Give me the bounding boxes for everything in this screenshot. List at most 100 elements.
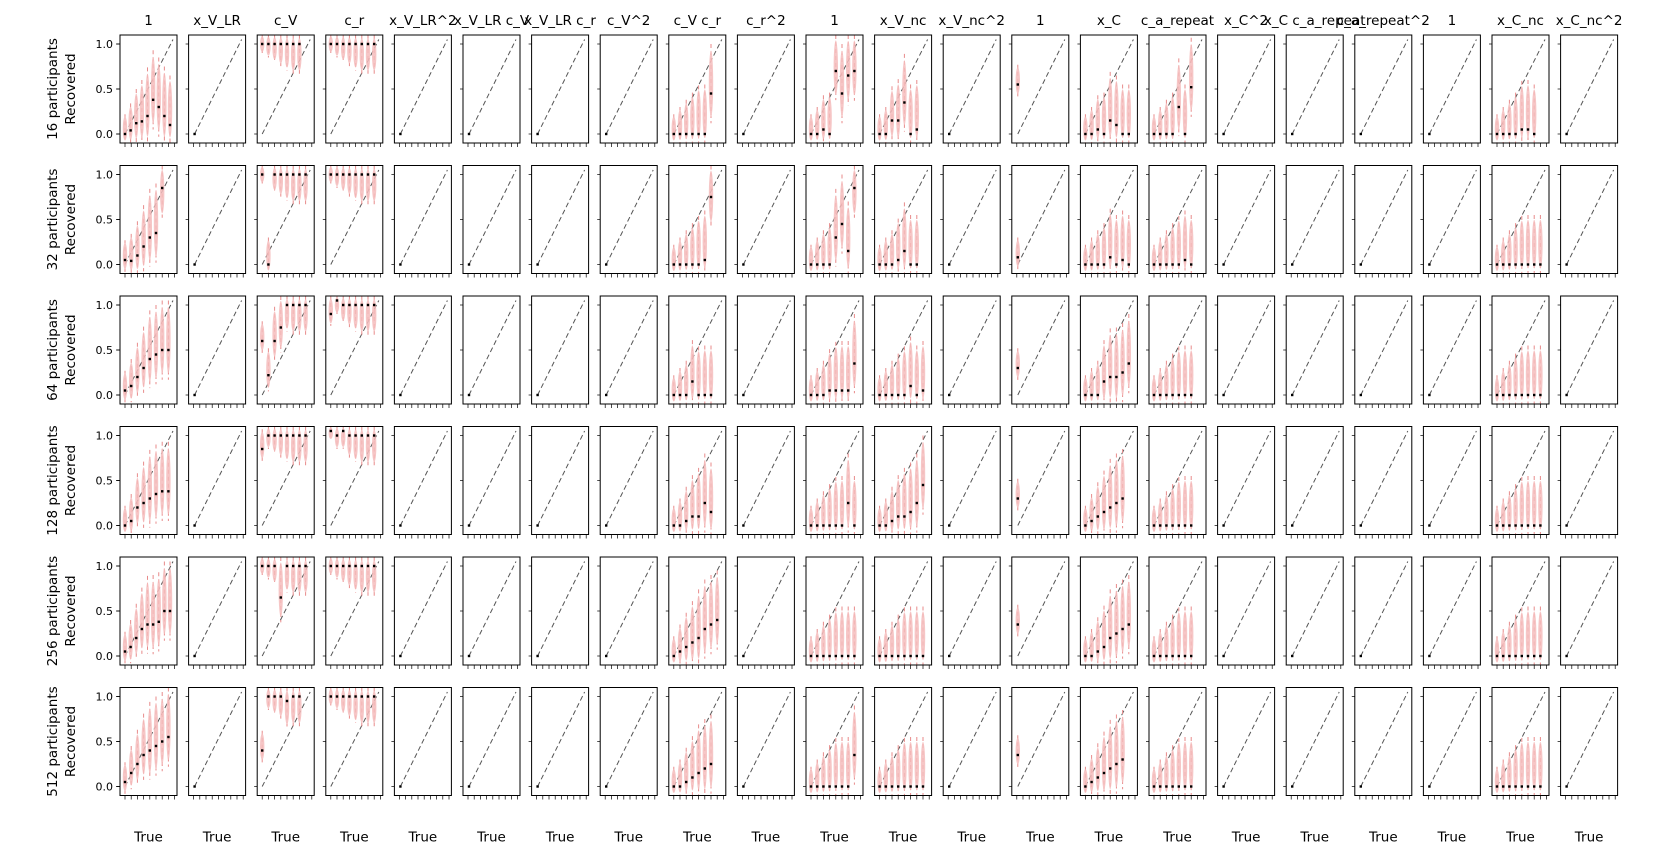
median-point — [903, 393, 906, 397]
identity-line — [261, 691, 311, 787]
panel — [803, 165, 864, 278]
violin — [272, 37, 277, 60]
violin — [815, 632, 820, 662]
violin — [334, 558, 340, 578]
median-point — [1090, 519, 1093, 523]
violin — [1519, 351, 1525, 400]
median-point — [703, 393, 706, 397]
violin — [808, 377, 814, 402]
panel-contents — [467, 561, 517, 658]
median-point — [1222, 524, 1225, 527]
identity-line — [1017, 169, 1066, 265]
panel-contents — [877, 561, 929, 665]
violin — [684, 364, 689, 401]
median-point — [1171, 654, 1174, 658]
median-point — [828, 524, 831, 527]
median-point — [279, 695, 282, 698]
panel-contents — [122, 430, 174, 535]
median-point — [123, 258, 127, 262]
median-point — [298, 434, 301, 437]
violin — [821, 494, 826, 531]
violin — [334, 428, 340, 448]
y-tick-label: 0.5 — [96, 605, 114, 618]
median-point — [136, 506, 139, 509]
violin — [303, 429, 308, 462]
panel-contents — [742, 430, 791, 527]
violin — [1519, 481, 1525, 530]
violin — [1532, 611, 1537, 661]
violin — [359, 38, 364, 71]
violin — [1114, 590, 1119, 657]
panel — [1146, 426, 1207, 539]
identity-line — [948, 691, 997, 787]
violin — [156, 64, 161, 131]
violin — [1015, 67, 1020, 94]
panel-contents — [536, 169, 586, 266]
median-point — [1183, 258, 1187, 262]
median-point — [816, 393, 819, 397]
identity-line — [330, 691, 380, 787]
panel — [322, 295, 384, 408]
median-point — [1359, 132, 1362, 136]
median-point — [1291, 524, 1294, 527]
panel-contents — [1565, 300, 1615, 397]
violin — [129, 749, 134, 786]
median-point — [1109, 119, 1112, 122]
violin — [702, 460, 707, 527]
violin — [1158, 110, 1163, 140]
median-point — [1502, 263, 1505, 266]
identity-line — [1360, 430, 1409, 526]
identity-line — [399, 39, 448, 135]
panel — [665, 165, 727, 278]
panel-contents — [467, 39, 517, 136]
violin — [1120, 215, 1125, 269]
median-point — [840, 785, 844, 788]
panel-title: x_V_LR — [193, 13, 241, 29]
panel-contents — [467, 691, 517, 788]
panel-contents — [605, 169, 654, 266]
median-point — [193, 393, 196, 397]
violin — [1164, 364, 1169, 401]
median-point — [897, 258, 900, 262]
violin — [702, 350, 707, 400]
median-point — [167, 490, 170, 493]
median-point — [834, 389, 837, 392]
panel — [1214, 556, 1276, 669]
median-point — [1565, 393, 1568, 397]
violin — [677, 627, 683, 662]
median-point — [168, 123, 172, 127]
panel — [1077, 34, 1138, 147]
violin — [1519, 86, 1525, 138]
identity-line — [1291, 300, 1340, 396]
median-point — [135, 636, 138, 640]
panel-contents — [948, 430, 997, 527]
median-point — [847, 74, 850, 77]
median-point — [335, 564, 339, 568]
median-point — [1183, 785, 1187, 788]
median-point — [1084, 393, 1087, 397]
median-point — [1171, 393, 1174, 397]
panel-contents — [328, 165, 380, 265]
panel-contents — [467, 169, 517, 266]
panel-contents — [1494, 300, 1546, 404]
median-point — [536, 393, 539, 397]
panel — [1008, 34, 1070, 147]
panel-grid: 1 x_V_LR c_V c_r x_V_LR^2x_V_LR c_Vx_V_LR c_… — [45, 13, 1622, 844]
row-label: 64 participants — [45, 299, 61, 401]
panel — [1557, 687, 1619, 800]
median-point — [1090, 654, 1093, 658]
panel-contents — [948, 691, 997, 788]
median-point — [921, 785, 925, 788]
median-point — [292, 42, 295, 46]
violin — [914, 219, 919, 269]
median-point — [298, 564, 301, 568]
identity-line — [1223, 430, 1272, 526]
violin — [141, 210, 146, 266]
violin — [1108, 595, 1113, 659]
violin — [134, 608, 139, 654]
median-point — [890, 393, 894, 397]
median-point — [903, 101, 906, 104]
median-point — [1177, 263, 1180, 266]
violin — [1189, 611, 1194, 661]
median-point — [298, 695, 301, 698]
